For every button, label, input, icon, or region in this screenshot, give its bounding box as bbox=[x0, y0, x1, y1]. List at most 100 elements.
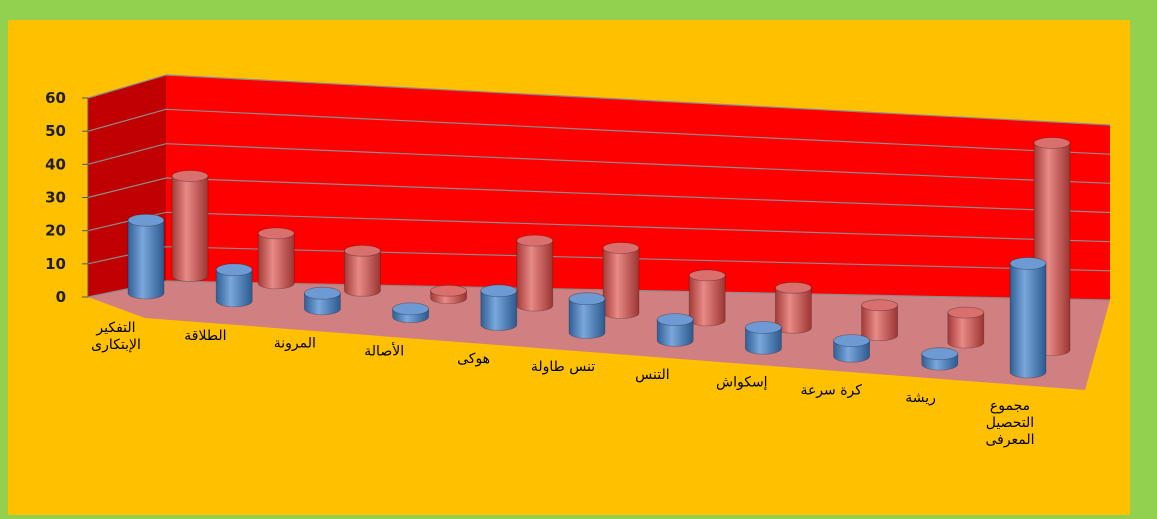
gridline bbox=[87, 108, 1111, 155]
bar-series2-8 bbox=[861, 299, 898, 342]
x-tick-label: مجموع التحصيل المعرفى bbox=[985, 398, 1034, 448]
bar-series1-4-top bbox=[480, 284, 518, 298]
x-tick-label: التفكير الإبتكارى bbox=[91, 320, 141, 353]
x-tick-label-line: المرونة bbox=[274, 336, 316, 352]
bar-series1-3-top bbox=[392, 302, 430, 316]
back-wall bbox=[166, 75, 1110, 300]
y-tick-label: 40 bbox=[45, 155, 66, 173]
bar-series1-9 bbox=[921, 347, 959, 371]
x-tick-label: هوكى bbox=[457, 351, 490, 367]
bar-series2-3-top bbox=[430, 284, 468, 297]
bar-series1-1-body bbox=[215, 269, 253, 308]
bar-series1-1 bbox=[215, 263, 253, 308]
x-tick-label-line: التحصيل bbox=[986, 415, 1034, 431]
bar-series2-10-top bbox=[1033, 137, 1071, 149]
bar-series2-4-top bbox=[516, 234, 554, 247]
x-tick-label-line: مجموع bbox=[990, 398, 1030, 414]
x-tick-label: ريشة bbox=[905, 390, 936, 406]
bar-series2-9-top bbox=[947, 306, 985, 319]
bar-series1-0-top bbox=[127, 213, 165, 227]
gridline bbox=[87, 246, 1111, 272]
bar-series1-6-top bbox=[656, 313, 694, 327]
y-tick-label: 30 bbox=[45, 189, 66, 207]
bar-series1-7-top bbox=[745, 321, 782, 334]
x-tick-label-line: الأصالة bbox=[364, 341, 404, 359]
bar-series1-0-body bbox=[127, 219, 165, 300]
gridline bbox=[87, 74, 1111, 126]
y-tick-label: 50 bbox=[45, 122, 66, 140]
x-tick-label-line: المعرفى bbox=[985, 432, 1034, 448]
bar-series2-0-body bbox=[171, 175, 209, 282]
bar-series2-4 bbox=[516, 234, 554, 312]
x-tick-label: الأصالة bbox=[364, 341, 404, 359]
bar-series2-1-top bbox=[257, 227, 295, 240]
bar-series2-7-top bbox=[775, 281, 812, 294]
bar-series1-0 bbox=[127, 213, 165, 300]
bar-series1-9-top bbox=[921, 347, 959, 361]
bar-series2-5 bbox=[602, 242, 640, 319]
x-tick-label: كرة سرعة bbox=[800, 382, 862, 398]
bar-series1-4 bbox=[480, 284, 518, 331]
x-tick-label: تنس طاولة bbox=[531, 359, 595, 375]
y-tick-label: 60 bbox=[45, 89, 66, 107]
bar-series1-8-body bbox=[833, 340, 870, 363]
bar-series1-7 bbox=[745, 321, 782, 355]
bar-series1-6 bbox=[656, 313, 694, 347]
bar-series2-8-top bbox=[861, 299, 898, 312]
x-tick-label: إسكواش bbox=[716, 375, 768, 391]
bar-series1-1-top bbox=[215, 263, 253, 277]
x-tick-label-line: كرة سرعة bbox=[800, 382, 862, 398]
bar-series2-4-body bbox=[516, 240, 554, 312]
bar-series2-2-top bbox=[343, 244, 381, 257]
bar-series2-9-body bbox=[947, 312, 985, 349]
gridline bbox=[87, 177, 1111, 214]
bar-series1-2 bbox=[303, 286, 341, 316]
bar-series2-6-top bbox=[688, 269, 726, 282]
x-tick-label-line: الإبتكارى bbox=[91, 337, 141, 353]
bar-series2-1-body bbox=[257, 233, 295, 290]
gridline bbox=[87, 211, 1111, 243]
bar-series1-6-body bbox=[656, 319, 694, 347]
x-tick-label: الطلاقة bbox=[184, 328, 226, 344]
bar-series1-4-body bbox=[480, 290, 518, 331]
bar-series1-8-top bbox=[833, 334, 870, 348]
x-tick-label-line: إسكواش bbox=[716, 375, 768, 391]
y-tick-label: 10 bbox=[45, 255, 66, 273]
x-tick-label: التنس bbox=[635, 367, 669, 383]
x-tick-label-line: تنس طاولة bbox=[531, 359, 595, 375]
x-tick-label-line: الطلاقة bbox=[184, 328, 226, 344]
bar-series2-7 bbox=[775, 281, 812, 334]
bar-series1-5-top bbox=[568, 292, 606, 306]
bar-series1-2-top bbox=[303, 286, 341, 300]
bar-series2-3 bbox=[430, 284, 468, 305]
bar-series2-0 bbox=[171, 170, 209, 282]
x-tick-label-line: هوكى bbox=[457, 351, 490, 367]
bar-series2-2 bbox=[343, 244, 381, 297]
bar-series1-7-body bbox=[745, 327, 782, 355]
bar-series2-6-body bbox=[688, 275, 726, 327]
bar-series1-3 bbox=[392, 302, 430, 324]
bar-series1-8 bbox=[833, 334, 870, 363]
bar-series2-2-body bbox=[344, 250, 381, 297]
bar-series2-9 bbox=[947, 306, 985, 349]
bar-series2-0-top bbox=[171, 170, 209, 182]
bar-series1-5-body bbox=[568, 298, 606, 339]
y-tick-label: 20 bbox=[45, 222, 66, 240]
x-tick-label: المرونة bbox=[274, 336, 316, 352]
x-tick-label-line: التنس bbox=[635, 367, 669, 383]
bar-series1-2-body bbox=[304, 292, 341, 316]
bar-series2-5-body bbox=[602, 247, 640, 319]
bar-series1-10-top bbox=[1009, 257, 1047, 270]
x-tick-label-line: ريشة bbox=[905, 390, 936, 406]
bar-series2-6 bbox=[688, 269, 726, 327]
bar-series1-5 bbox=[568, 292, 606, 339]
bar-series2-1 bbox=[257, 227, 295, 290]
bar-series1-10 bbox=[1009, 257, 1047, 379]
y-tick-label: 0 bbox=[56, 288, 66, 306]
bar-series2-5-top bbox=[602, 242, 640, 254]
gridline bbox=[87, 143, 1111, 184]
x-tick-label-line: التفكير bbox=[95, 320, 135, 336]
bar-series1-10-body bbox=[1009, 263, 1047, 379]
